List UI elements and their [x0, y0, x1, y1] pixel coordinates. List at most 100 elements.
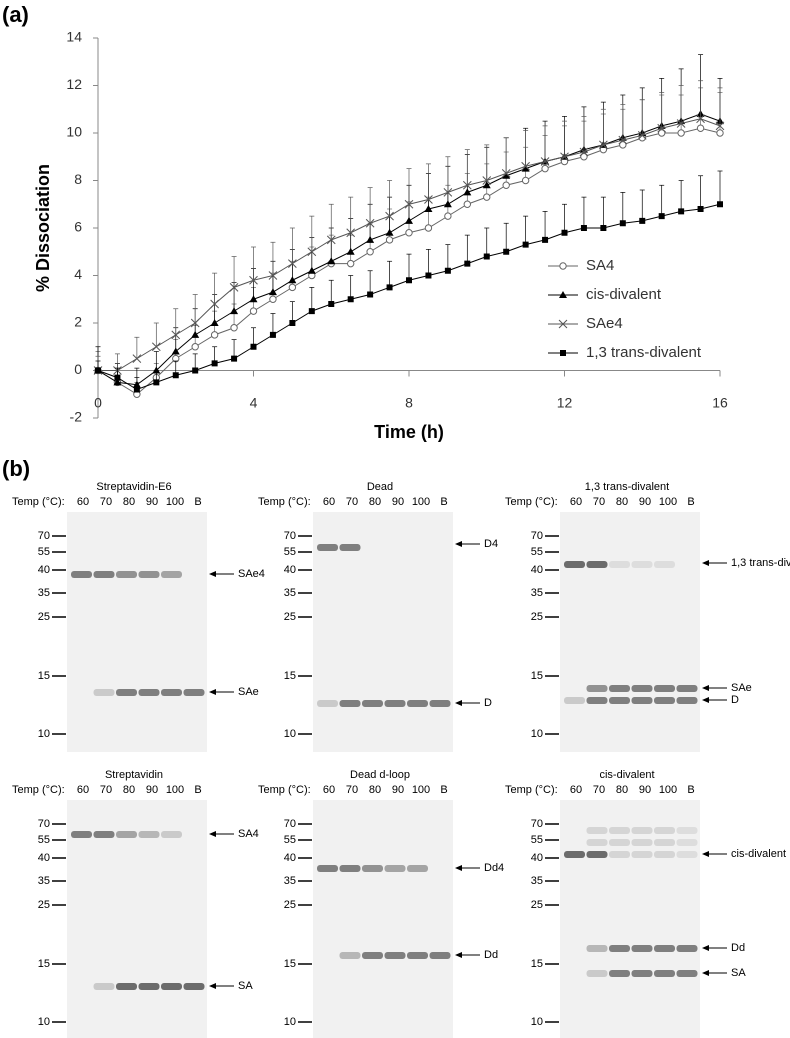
gel-band: [429, 952, 451, 959]
gel-band: [161, 689, 182, 696]
gel-band: [339, 865, 361, 872]
marker: [464, 260, 471, 267]
marker: [657, 129, 666, 137]
lane-label: 70: [100, 784, 112, 796]
gel-band: [564, 561, 585, 568]
gel-title: Dead d-loop: [350, 769, 410, 781]
marker: [424, 195, 433, 204]
marker: [231, 355, 238, 362]
gel-band: [138, 831, 160, 838]
marker-label: 35: [284, 587, 296, 599]
gel-panel: Dead Temp (°C): 60 70 80 90 100 B 70 55 40 35 25 15 10…: [258, 481, 498, 752]
marker: [502, 171, 511, 179]
gel-band: [161, 983, 182, 990]
marker: [346, 247, 355, 255]
marker: [579, 147, 589, 157]
marker: [405, 229, 413, 237]
gel-band: [586, 945, 608, 952]
band-arrowhead: [209, 983, 216, 989]
marker: [715, 121, 725, 131]
y-tick-label: 10: [66, 124, 82, 140]
marker: [386, 284, 393, 291]
gel-title: Dead: [367, 481, 393, 493]
marker-label: 70: [284, 818, 296, 830]
marker: [443, 200, 452, 208]
lane-label: 100: [412, 784, 430, 796]
band-label: SAe4: [238, 568, 265, 580]
band-label: SA4: [238, 828, 259, 840]
gel-band: [676, 851, 698, 858]
gel-band: [138, 983, 160, 990]
marker: [521, 161, 530, 171]
gel-band: [586, 685, 608, 692]
marker-label: 25: [38, 899, 50, 911]
marker: [462, 180, 472, 190]
marker-label: 35: [38, 875, 50, 887]
gel-title: cis-divalent: [599, 769, 654, 781]
marker: [580, 225, 587, 231]
lane-label: B: [440, 784, 447, 796]
lane-label: 80: [616, 496, 628, 508]
marker: [327, 257, 336, 265]
marker-label: 55: [531, 546, 543, 558]
marker: [153, 379, 160, 386]
lane-label: 90: [639, 784, 651, 796]
marker: [424, 205, 433, 212]
marker: [171, 347, 180, 355]
gel-band: [116, 689, 137, 696]
gel-image: [67, 800, 207, 1038]
gel-band: [676, 697, 698, 704]
gel-band: [654, 839, 675, 846]
y-tick-label: 6: [74, 219, 82, 235]
marker-label: 10: [531, 1016, 543, 1028]
temp-label: Temp (°C):: [505, 784, 558, 796]
marker-label: 25: [531, 899, 543, 911]
band-arrowhead: [209, 689, 216, 695]
gel-band: [676, 839, 698, 846]
marker-label: 40: [531, 564, 543, 576]
band-arrowhead: [702, 560, 709, 566]
band-arrowhead: [209, 571, 216, 577]
gel-band: [339, 544, 361, 551]
marker: [250, 343, 257, 350]
gel-band: [609, 945, 630, 952]
gel-band: [586, 839, 608, 846]
gel-band: [71, 571, 92, 578]
marker: [191, 343, 199, 351]
marker: [600, 225, 607, 231]
gel-band: [631, 970, 653, 977]
band-arrowhead: [455, 865, 462, 871]
band-arrowhead: [455, 952, 462, 958]
gel-band: [407, 952, 428, 959]
marker: [501, 169, 511, 178]
marker-label: 55: [531, 834, 543, 846]
marker: [191, 330, 200, 338]
gel-band: [362, 952, 383, 959]
marker-label: 10: [284, 1016, 296, 1028]
marker: [268, 271, 278, 280]
marker: [172, 372, 179, 379]
marker: [443, 188, 453, 197]
lane-label: B: [687, 784, 694, 796]
lane-label: 80: [616, 784, 628, 796]
gel-band: [93, 689, 115, 696]
marker: [559, 262, 567, 270]
gel-band: [631, 561, 653, 568]
band-label: SA: [238, 980, 253, 992]
marker: [249, 275, 258, 285]
gel-band: [384, 952, 406, 959]
y-tick-label: 0: [74, 361, 82, 377]
marker: [444, 212, 452, 220]
band-label: SAe: [731, 682, 752, 694]
gel-band: [116, 571, 137, 578]
gel-band: [609, 827, 630, 834]
marker: [560, 350, 566, 356]
band-arrowhead: [209, 831, 216, 837]
marker-label: 40: [531, 852, 543, 864]
band-label: SAe: [238, 686, 259, 698]
marker-label: 55: [38, 834, 50, 846]
series: [94, 54, 724, 388]
temp-label: Temp (°C):: [505, 496, 558, 508]
gel-band: [609, 851, 630, 858]
marker: [151, 342, 161, 352]
